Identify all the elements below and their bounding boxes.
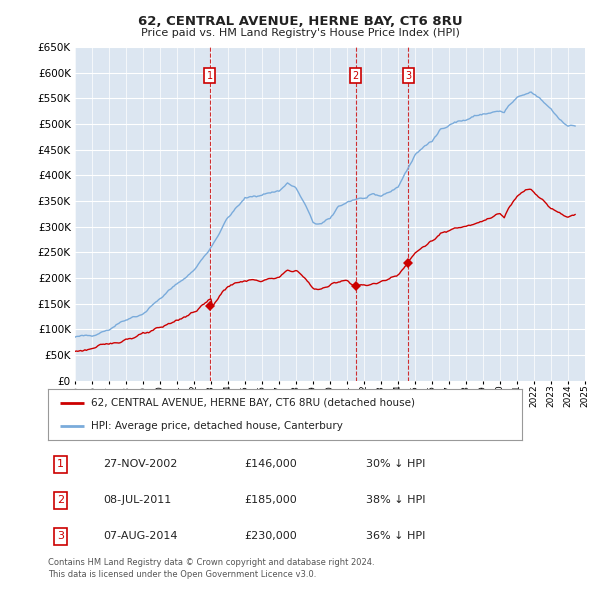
Text: 3: 3 <box>57 532 64 542</box>
Text: This data is licensed under the Open Government Licence v3.0.: This data is licensed under the Open Gov… <box>48 570 316 579</box>
Text: 07-AUG-2014: 07-AUG-2014 <box>103 532 178 542</box>
Text: 3: 3 <box>405 71 411 80</box>
Text: 62, CENTRAL AVENUE, HERNE BAY, CT6 8RU (detached house): 62, CENTRAL AVENUE, HERNE BAY, CT6 8RU (… <box>91 398 415 408</box>
Text: Contains HM Land Registry data © Crown copyright and database right 2024.: Contains HM Land Registry data © Crown c… <box>48 558 374 566</box>
Text: 2: 2 <box>57 496 64 506</box>
Text: HPI: Average price, detached house, Canterbury: HPI: Average price, detached house, Cant… <box>91 421 343 431</box>
Text: 62, CENTRAL AVENUE, HERNE BAY, CT6 8RU: 62, CENTRAL AVENUE, HERNE BAY, CT6 8RU <box>137 15 463 28</box>
Text: 1: 1 <box>206 71 213 80</box>
Text: 36% ↓ HPI: 36% ↓ HPI <box>365 532 425 542</box>
Text: £146,000: £146,000 <box>245 460 298 469</box>
Text: £185,000: £185,000 <box>245 496 298 506</box>
Text: 08-JUL-2011: 08-JUL-2011 <box>103 496 172 506</box>
Text: 30% ↓ HPI: 30% ↓ HPI <box>365 460 425 469</box>
Text: 1: 1 <box>57 460 64 469</box>
Text: 2: 2 <box>353 71 359 80</box>
Text: £230,000: £230,000 <box>245 532 298 542</box>
Text: 38% ↓ HPI: 38% ↓ HPI <box>365 496 425 506</box>
Text: 27-NOV-2002: 27-NOV-2002 <box>103 460 178 469</box>
Text: Price paid vs. HM Land Registry's House Price Index (HPI): Price paid vs. HM Land Registry's House … <box>140 28 460 38</box>
